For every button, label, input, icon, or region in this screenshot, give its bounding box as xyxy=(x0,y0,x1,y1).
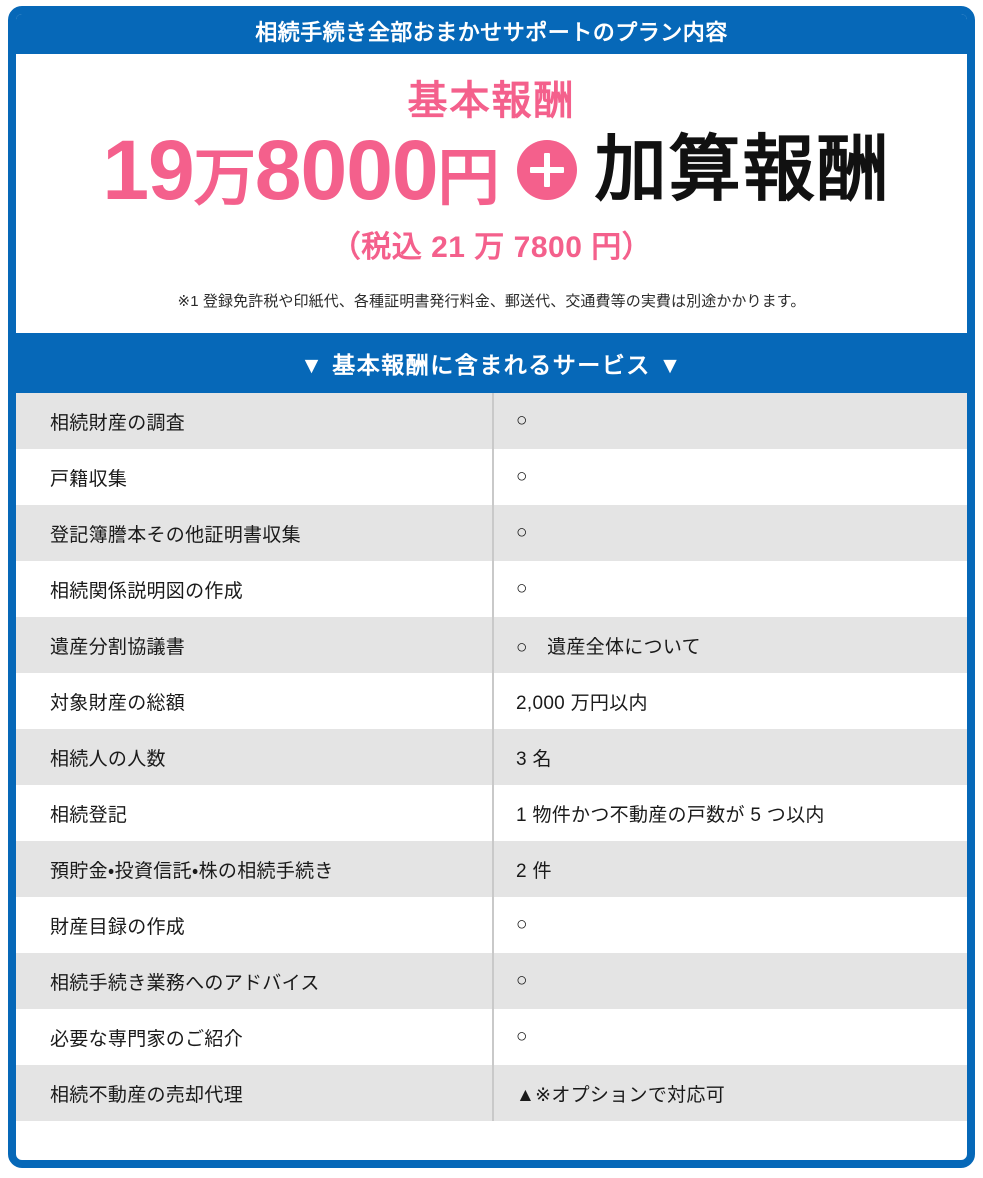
service-table: 相続財産の調査 ○ 戸籍収集 ○ 登記簿謄本その他証明書収集 ○ 相続関係説明図… xyxy=(16,393,967,1121)
table-row: 相続登記 1 物件かつ不動産の戸数が 5 つ以内 xyxy=(16,785,967,841)
price-unit-yen: 円 xyxy=(437,144,500,213)
included-services-header-label: ▼ 基本報酬に含まれるサービス ▼ xyxy=(300,352,683,378)
service-value: ○ xyxy=(516,578,528,599)
price-block: 基本報酬 19万8000円 加算報酬 （税込 21 万 7800 円） ※1 登… xyxy=(16,54,967,333)
service-label: 預貯金・投資信託・株の相続手続き xyxy=(16,841,494,897)
price-amount-sub: 8000 xyxy=(254,123,439,217)
plan-title-bar: 相続手続き全部おまかせサポートのプラン内容 xyxy=(16,14,967,54)
service-value: ○ xyxy=(516,466,528,487)
service-value: ○ xyxy=(516,410,528,431)
table-row: 登記簿謄本その他証明書収集 ○ xyxy=(16,505,967,561)
service-label: 対象財産の総額 xyxy=(16,673,494,729)
service-value: ○ xyxy=(516,522,528,543)
service-label: 財産目録の作成 xyxy=(16,897,494,953)
service-label: 相続財産の調査 xyxy=(16,393,494,449)
table-row: 対象財産の総額 2,000 万円以内 xyxy=(16,673,967,729)
service-label: 相続関係説明図の作成 xyxy=(16,561,494,617)
plan-card-frame: 相続手続き全部おまかせサポートのプラン内容 基本報酬 19万8000円 加算報酬… xyxy=(8,6,975,1168)
service-value: 2 件 xyxy=(516,860,552,882)
service-label: 相続登記 xyxy=(16,785,494,841)
price-unit-man: 万 xyxy=(193,144,256,213)
table-row: 戸籍収集 ○ xyxy=(16,449,967,505)
extra-fee-label: 加算報酬 xyxy=(594,130,891,210)
plus-circle-icon xyxy=(516,140,577,200)
table-row: 相続人の人数 3 名 xyxy=(16,729,967,785)
table-row: 遺産分割協議書 ○ 遺産全体について xyxy=(16,617,967,673)
service-label: 相続手続き業務へのアドバイス xyxy=(16,953,494,1009)
service-value: ○ xyxy=(516,970,528,991)
price-disclaimer-note: ※1 登録免許税や印紙代、各種証明書発行料金、郵送代、交通費等の実費は別途かかり… xyxy=(177,293,806,310)
service-label: 必要な専門家のご紹介 xyxy=(16,1009,494,1065)
service-value: 3 名 xyxy=(516,748,552,770)
price-amount: 19万8000円 xyxy=(102,128,500,213)
service-value: ○ xyxy=(516,1026,528,1047)
table-row: 相続財産の調査 ○ xyxy=(16,393,967,449)
table-row: 必要な専門家のご紹介 ○ xyxy=(16,1009,967,1065)
service-value: ○ xyxy=(516,914,528,935)
tax-included-price: （税込 21 万 7800 円） xyxy=(330,231,653,264)
base-fee-label: 基本報酬 xyxy=(407,79,576,123)
table-row: 相続手続き業務へのアドバイス ○ xyxy=(16,953,967,1009)
table-row: 相続不動産の売却代理 ▲※オプションで対応可 xyxy=(16,1065,967,1121)
service-value: ○ 遺産全体について xyxy=(516,636,701,658)
service-label: 遺産分割協議書 xyxy=(16,617,494,673)
service-label: 登記簿謄本その他証明書収集 xyxy=(16,505,494,561)
service-label: 戸籍収集 xyxy=(16,449,494,505)
service-value: 1 物件かつ不動産の戸数が 5 つ以内 xyxy=(516,804,825,826)
price-amount-main: 19 xyxy=(102,123,194,217)
page-title: 相続手続き全部おまかせサポートのプラン内容 xyxy=(255,20,728,45)
service-label: 相続不動産の売却代理 xyxy=(16,1065,494,1121)
service-table-body: 相続財産の調査 ○ 戸籍収集 ○ 登記簿謄本その他証明書収集 ○ 相続関係説明図… xyxy=(16,393,967,1121)
table-row: 相続関係説明図の作成 ○ xyxy=(16,561,967,617)
service-label: 相続人の人数 xyxy=(16,729,494,785)
table-row: 財産目録の作成 ○ xyxy=(16,897,967,953)
price-row: 19万8000円 加算報酬 xyxy=(16,128,967,212)
service-value: ▲※オプションで対応可 xyxy=(516,1084,726,1106)
included-services-header: ▼ 基本報酬に含まれるサービス ▼ xyxy=(16,333,967,393)
service-value: 2,000 万円以内 xyxy=(516,692,648,714)
table-row: 預貯金・投資信託・株の相続手続き 2 件 xyxy=(16,841,967,897)
